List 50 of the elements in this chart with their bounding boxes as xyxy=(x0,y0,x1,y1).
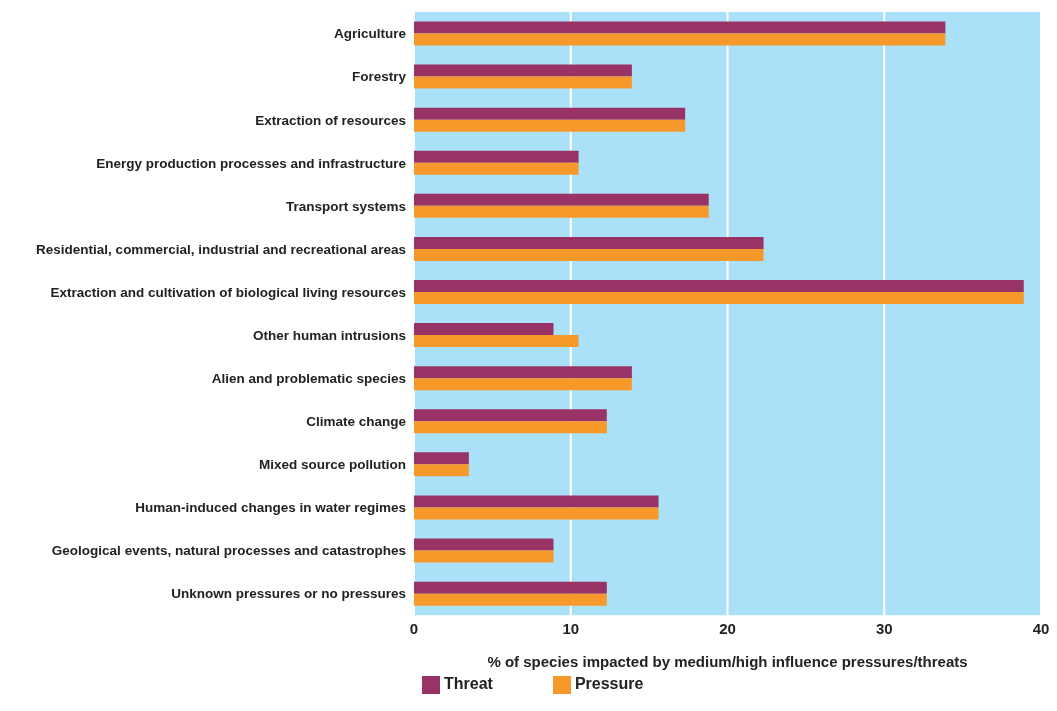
bar xyxy=(414,119,686,132)
bar xyxy=(414,205,709,218)
x-tick-label: 0 xyxy=(409,619,419,637)
bar xyxy=(414,150,579,163)
y-tick-label: Other human intrusions xyxy=(252,327,406,343)
bar xyxy=(414,495,659,508)
legend-label: Pressure xyxy=(574,675,644,693)
legend-label: Threat xyxy=(444,675,493,693)
bar xyxy=(414,280,1024,293)
bar xyxy=(414,21,946,34)
y-tick-label: Unknown pressures or no pressures xyxy=(171,586,406,602)
y-tick-label: Mixed source pollution xyxy=(258,457,406,473)
y-tick-label: Agriculture xyxy=(333,26,407,42)
bar xyxy=(414,193,709,206)
y-tick-label: Extraction and cultivation of biological living resources xyxy=(50,284,406,300)
y-tick-label: Alien and problematic species xyxy=(211,371,406,387)
bar xyxy=(414,550,554,563)
bar xyxy=(414,409,607,422)
bar xyxy=(414,593,607,606)
bar xyxy=(414,323,554,336)
y-tick-label: Climate change xyxy=(306,414,407,430)
y-tick-label: Energy production processes and infrastructure xyxy=(96,155,407,171)
y-tick-label: Human-induced changes in water regimes xyxy=(135,500,406,516)
y-tick-label: Extraction of resources xyxy=(255,112,406,128)
y-tick-label: Forestry xyxy=(351,69,407,85)
bar xyxy=(414,421,607,434)
bar xyxy=(414,538,554,551)
bar xyxy=(414,76,632,89)
bar xyxy=(414,107,686,120)
y-tick-label: Residential, commercial, industrial and recreational areas xyxy=(36,241,406,257)
x-axis-title: % of species impacted by medium/high influence pressures/threats xyxy=(487,653,968,671)
bar xyxy=(414,64,632,77)
x-tick-label: 20 xyxy=(719,619,736,637)
bar xyxy=(414,248,764,261)
bar xyxy=(414,33,946,46)
x-tick-label: 40 xyxy=(1032,619,1050,637)
bar xyxy=(414,452,469,465)
y-tick-label: Transport systems xyxy=(285,198,406,214)
bar xyxy=(414,335,579,348)
bar xyxy=(414,507,659,520)
bar xyxy=(414,464,469,477)
bar xyxy=(414,378,632,391)
bar xyxy=(414,292,1024,305)
bar xyxy=(414,581,607,594)
bar xyxy=(414,366,632,379)
x-tick-label: 10 xyxy=(562,619,580,637)
bar xyxy=(414,236,764,249)
x-tick-label: 30 xyxy=(875,619,893,637)
y-tick-label: Geological events, natural processes and catastrophes xyxy=(51,543,406,559)
bar xyxy=(414,162,579,175)
